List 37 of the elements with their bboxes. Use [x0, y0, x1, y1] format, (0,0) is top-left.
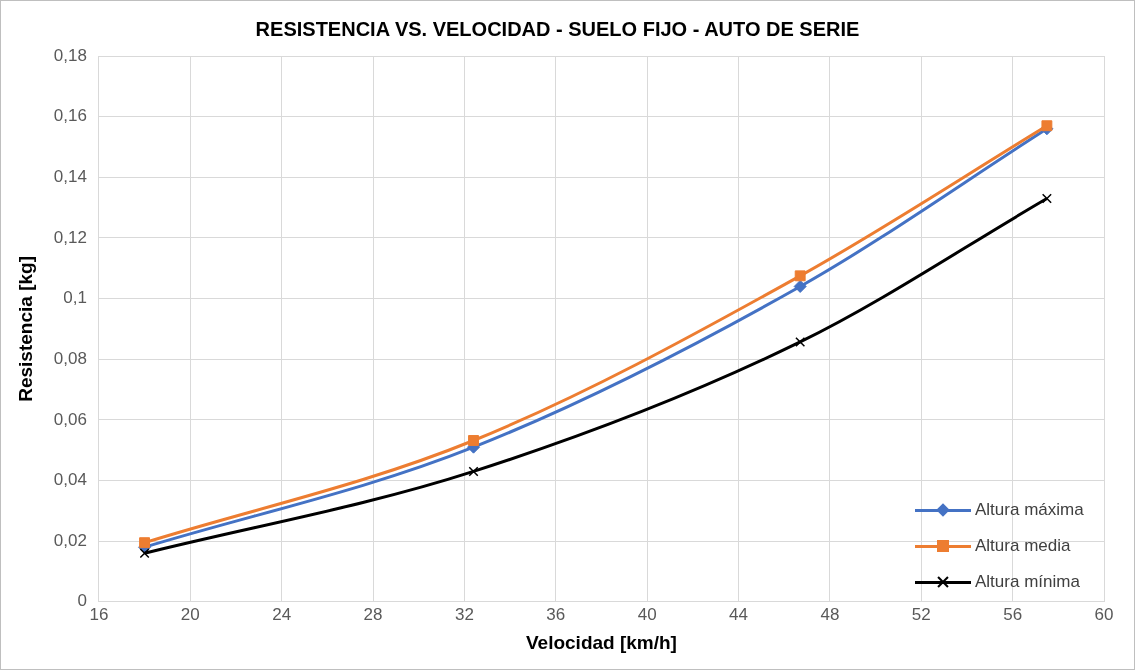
x-tick-label: 28: [363, 604, 383, 624]
y-tick-label: 0,18: [53, 45, 87, 65]
point: [794, 270, 806, 282]
x-tick-label: 32: [454, 604, 474, 624]
x-tick-label: 56: [1003, 604, 1023, 624]
point: [139, 548, 150, 559]
x-tick-label: 44: [729, 604, 748, 624]
point: [468, 435, 479, 446]
legend-label: Altura media: [975, 535, 1071, 556]
y-tick-label: 0,12: [53, 227, 87, 247]
y-tick-label: 0,08: [53, 348, 87, 368]
y-tick-label: 0,16: [53, 106, 87, 126]
point: [139, 537, 151, 549]
y-tick-label: 0,04: [53, 470, 87, 490]
x-tick-label: 20: [180, 604, 200, 624]
x-tick-label: 16: [89, 604, 109, 624]
y-axis-title: Resistencia [kg]: [14, 256, 36, 402]
y-tick-label: 0,14: [53, 166, 87, 186]
x-tick-label: 24: [272, 604, 292, 624]
chart-title: RESISTENCIA VS. VELOCIDAD - SUELO FIJO - AUTO DE SERIE: [255, 17, 860, 40]
y-tick-label: 0,06: [53, 409, 87, 429]
x-tick-label: 48: [820, 604, 840, 624]
point: [793, 279, 807, 293]
x-tick-label: 36: [546, 604, 566, 624]
y-tick-label: 0,1: [63, 288, 87, 308]
legend-label: Altura máxima: [975, 499, 1084, 520]
x-tick-label: 52: [911, 604, 931, 624]
y-tick-label: 0,02: [53, 530, 87, 550]
y-tick-label: 0: [77, 591, 87, 611]
x-tick-label: 60: [1094, 604, 1114, 624]
point: [795, 336, 806, 347]
point: [1041, 193, 1052, 204]
point: [1041, 120, 1053, 132]
x-axis-title: Velocidad [km/h]: [525, 631, 677, 653]
x-tick-label: 40: [637, 604, 657, 624]
legend-label: Altura mínima: [975, 571, 1080, 592]
point: [468, 466, 479, 477]
